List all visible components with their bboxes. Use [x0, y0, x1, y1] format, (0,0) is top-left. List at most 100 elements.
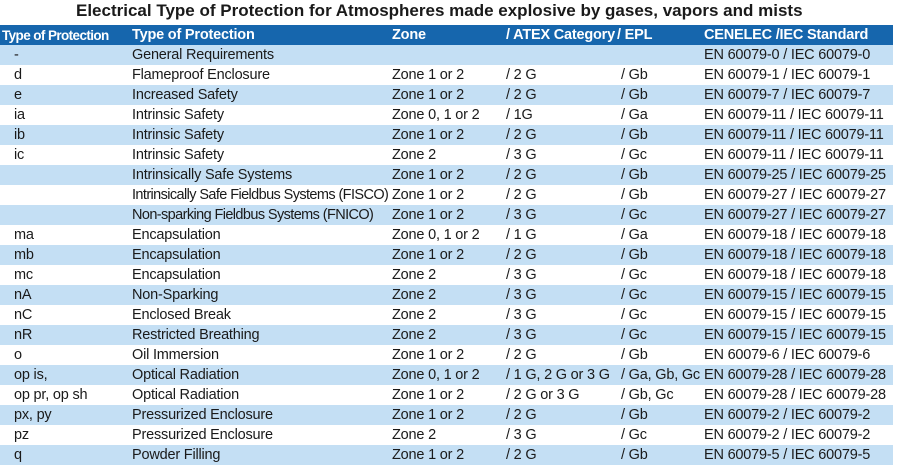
cell-atex: / 3 G [500, 265, 615, 285]
cell-zone: Zone 1 or 2 [390, 185, 500, 205]
cell-standard: EN 60079-18 / IEC 60079-18 [700, 265, 893, 285]
cell-name: Intrinsic Safety [130, 125, 390, 145]
cell-zone: Zone 1 or 2 [390, 165, 500, 185]
cell-zone: Zone 2 [390, 305, 500, 325]
cell-zone: Zone 0, 1 or 2 [390, 365, 500, 385]
cell-name: Encapsulation [130, 245, 390, 265]
table-row: e Increased Safety Zone 1 or 2/ 2 G / Gb EN … [0, 85, 893, 105]
cell-standard: EN 60079-25 / IEC 60079-25 [700, 165, 893, 185]
cell-epl: / Gb [615, 445, 700, 465]
cell-atex: / 2 G [500, 405, 615, 425]
cell-epl: / Gc [615, 285, 700, 305]
cell-zone: Zone 1 or 2 [390, 205, 500, 225]
cell-code: pz [0, 425, 130, 445]
table-row: - General Requirements EN 60079-0 / IEC 60… [0, 45, 893, 65]
cell-atex: / 3 G [500, 325, 615, 345]
cell-zone: Zone 1 or 2 [390, 445, 500, 465]
cell-code: ia [0, 105, 130, 125]
cell-code: - [0, 45, 130, 65]
cell-atex: / 2 G [500, 245, 615, 265]
cell-code: mc [0, 265, 130, 285]
table-row: ic Intrinsic Safety Zone 2/ 3 G / Gc EN 6007… [0, 145, 893, 165]
cell-atex: / 2 G [500, 185, 615, 205]
cell-code: ma [0, 225, 130, 245]
header-epl: / EPL [615, 25, 700, 45]
cell-atex: / 3 G [500, 425, 615, 445]
table-row: d Flameproof Enclosure Zone 1 or 2/ 2 G / G… [0, 65, 893, 85]
cell-zone: Zone 2 [390, 325, 500, 345]
header-standard: CENELEC /IEC Standard [700, 25, 893, 45]
cell-standard: EN 60079-28 / IEC 60079-28 [700, 365, 893, 385]
cell-code: px, py [0, 405, 130, 425]
cell-zone: Zone 1 or 2 [390, 125, 500, 145]
cell-code [0, 185, 130, 205]
cell-name: Powder Filling [130, 445, 390, 465]
cell-zone: Zone 0, 1 or 2 [390, 225, 500, 245]
cell-zone: Zone 0, 1 or 2 [390, 105, 500, 125]
table-row: Non-sparking Fieldbus Systems (FNICO) Zon… [0, 205, 893, 225]
cell-code: ib [0, 125, 130, 145]
cell-code: op is, [0, 365, 130, 385]
cell-atex: / 3 G [500, 145, 615, 165]
cell-name: Optical Radiation [130, 385, 390, 405]
cell-standard: EN 60079-11 / IEC 60079-11 [700, 125, 893, 145]
cell-code: ic [0, 145, 130, 165]
cell-standard: EN 60079-2 / IEC 60079-2 [700, 425, 893, 445]
cell-code: nR [0, 325, 130, 345]
cell-atex: / 2 G [500, 65, 615, 85]
table-row: ma Encapsulation Zone 0, 1 or 2/ 1 G / Ga EN… [0, 225, 893, 245]
cell-epl: / Ga, Gb, Gc [615, 365, 700, 385]
table-row: pz Pressurized Enclosure Zone 2/ 3 G / Gc EN… [0, 425, 893, 445]
cell-code [0, 165, 130, 185]
cell-epl: / Gb [615, 125, 700, 145]
protection-table: Type of Protection Type of Protection Zo… [0, 25, 893, 465]
cell-standard: EN 60079-28 / IEC 60079-28 [700, 385, 893, 405]
cell-atex: / 2 G [500, 125, 615, 145]
cell-code: e [0, 85, 130, 105]
cell-name: Intrinsically Safe Fieldbus Systems (FIS… [130, 185, 390, 205]
cell-atex: / 3 G [500, 205, 615, 225]
cell-zone [390, 45, 500, 65]
cell-name: Restricted Breathing [130, 325, 390, 345]
cell-epl [615, 45, 700, 65]
page-title: Electrical Type of Protection for Atmosp… [76, 1, 803, 20]
cell-epl: / Ga [615, 105, 700, 125]
cell-atex [500, 45, 615, 65]
cell-atex: / 2 G [500, 445, 615, 465]
cell-epl: / Gb [615, 345, 700, 365]
cell-zone: Zone 2 [390, 265, 500, 285]
cell-atex: / 2 G [500, 165, 615, 185]
cell-epl: / Ga [615, 225, 700, 245]
cell-standard: EN 60079-15 / IEC 60079-15 [700, 305, 893, 325]
cell-standard: EN 60079-5 / IEC 60079-5 [700, 445, 893, 465]
cell-atex: / 2 G [500, 345, 615, 365]
table-row: nR Restricted Breathing Zone 2/ 3 G / Gc EN … [0, 325, 893, 345]
table-row: op is, Optical Radiation Zone 0, 1 or 2/ 1… [0, 365, 893, 385]
cell-epl: / Gc [615, 425, 700, 445]
cell-standard: EN 60079-18 / IEC 60079-18 [700, 245, 893, 265]
cell-atex: / 3 G [500, 285, 615, 305]
cell-standard: EN 60079-6 / IEC 60079-6 [700, 345, 893, 365]
cell-name: Encapsulation [130, 225, 390, 245]
cell-zone: Zone 1 or 2 [390, 85, 500, 105]
cell-standard: EN 60079-11 / IEC 60079-11 [700, 145, 893, 165]
cell-code: op pr, op sh [0, 385, 130, 405]
cell-code: mb [0, 245, 130, 265]
cell-epl: / Gb [615, 165, 700, 185]
table-row: nC Enclosed Break Zone 2/ 3 G / Gc EN 60079-… [0, 305, 893, 325]
cell-standard: EN 60079-27 / IEC 60079-27 [700, 205, 893, 225]
cell-epl: / Gb [615, 405, 700, 425]
cell-standard: EN 60079-27 / IEC 60079-27 [700, 185, 893, 205]
cell-zone: Zone 1 or 2 [390, 65, 500, 85]
table-row: mc Encapsulation Zone 2/ 3 G / Gc EN 60079-1… [0, 265, 893, 285]
table-row: mb Encapsulation Zone 1 or 2/ 2 G / Gb EN 60… [0, 245, 893, 265]
table-row: o Oil Immersion Zone 1 or 2/ 2 G / Gb EN 600… [0, 345, 893, 365]
cell-code: nC [0, 305, 130, 325]
cell-epl: / Gb [615, 185, 700, 205]
table-row: ib Intrinsic Safety Zone 1 or 2/ 2 G / Gb EN… [0, 125, 893, 145]
table-row: Intrinsically Safe Fieldbus Systems (FIS… [0, 185, 893, 205]
cell-epl: / Gc [615, 305, 700, 325]
cell-name: Non-Sparking [130, 285, 390, 305]
cell-name: Pressurized Enclosure [130, 405, 390, 425]
cell-epl: / Gb [615, 85, 700, 105]
